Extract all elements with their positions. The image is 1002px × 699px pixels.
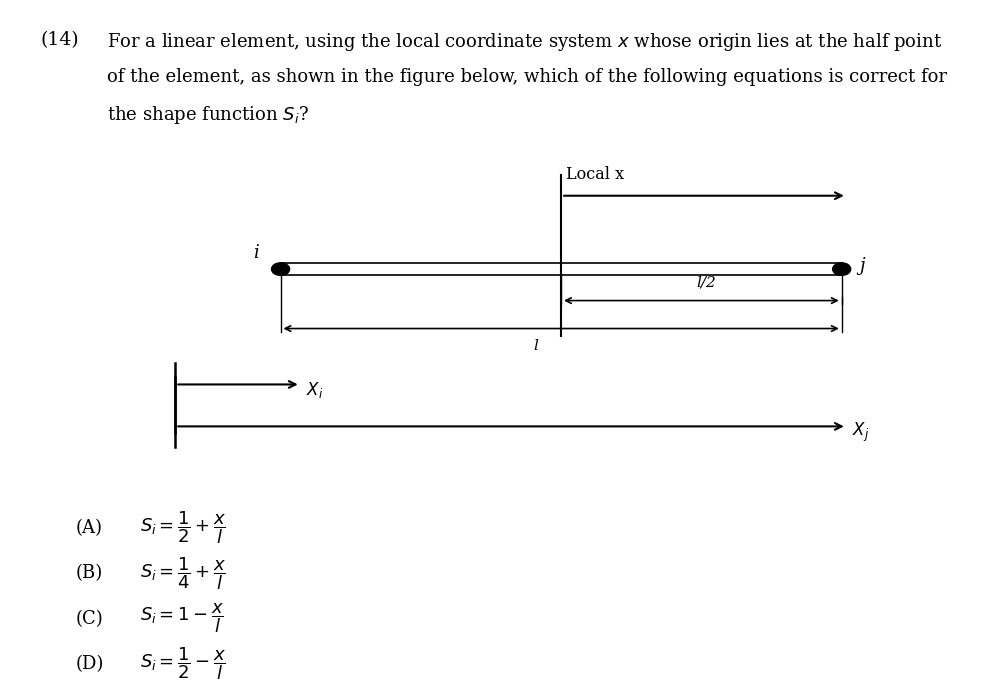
Text: (14): (14) bbox=[40, 31, 79, 50]
Text: $X_j$: $X_j$ bbox=[852, 420, 869, 444]
Text: l: l bbox=[534, 339, 538, 353]
Ellipse shape bbox=[833, 263, 851, 275]
Text: j: j bbox=[860, 257, 866, 275]
Text: (A): (A) bbox=[75, 519, 102, 537]
Text: the shape function $S_i$?: the shape function $S_i$? bbox=[107, 104, 310, 126]
Text: Local x: Local x bbox=[566, 166, 624, 183]
Text: l/2: l/2 bbox=[696, 275, 716, 289]
Text: $S_i = \dfrac{1}{2} + \dfrac{x}{l}$: $S_i = \dfrac{1}{2} + \dfrac{x}{l}$ bbox=[140, 510, 226, 546]
Text: (D): (D) bbox=[75, 655, 103, 673]
Text: of the element, as shown in the figure below, which of the following equations i: of the element, as shown in the figure b… bbox=[107, 68, 947, 86]
Ellipse shape bbox=[272, 263, 290, 275]
Text: $S_i = 1 - \dfrac{x}{l}$: $S_i = 1 - \dfrac{x}{l}$ bbox=[140, 602, 224, 635]
Text: (B): (B) bbox=[75, 564, 102, 582]
Text: i: i bbox=[253, 244, 259, 262]
Text: $X_i$: $X_i$ bbox=[306, 380, 323, 400]
Text: $S_i = \dfrac{1}{4} + \dfrac{x}{l}$: $S_i = \dfrac{1}{4} + \dfrac{x}{l}$ bbox=[140, 555, 226, 591]
Text: (C): (C) bbox=[75, 610, 103, 628]
Text: $S_i = \dfrac{1}{2} - \dfrac{x}{l}$: $S_i = \dfrac{1}{2} - \dfrac{x}{l}$ bbox=[140, 646, 226, 682]
Text: For a linear element, using the local coordinate system $x$ whose origin lies at: For a linear element, using the local co… bbox=[107, 31, 943, 53]
